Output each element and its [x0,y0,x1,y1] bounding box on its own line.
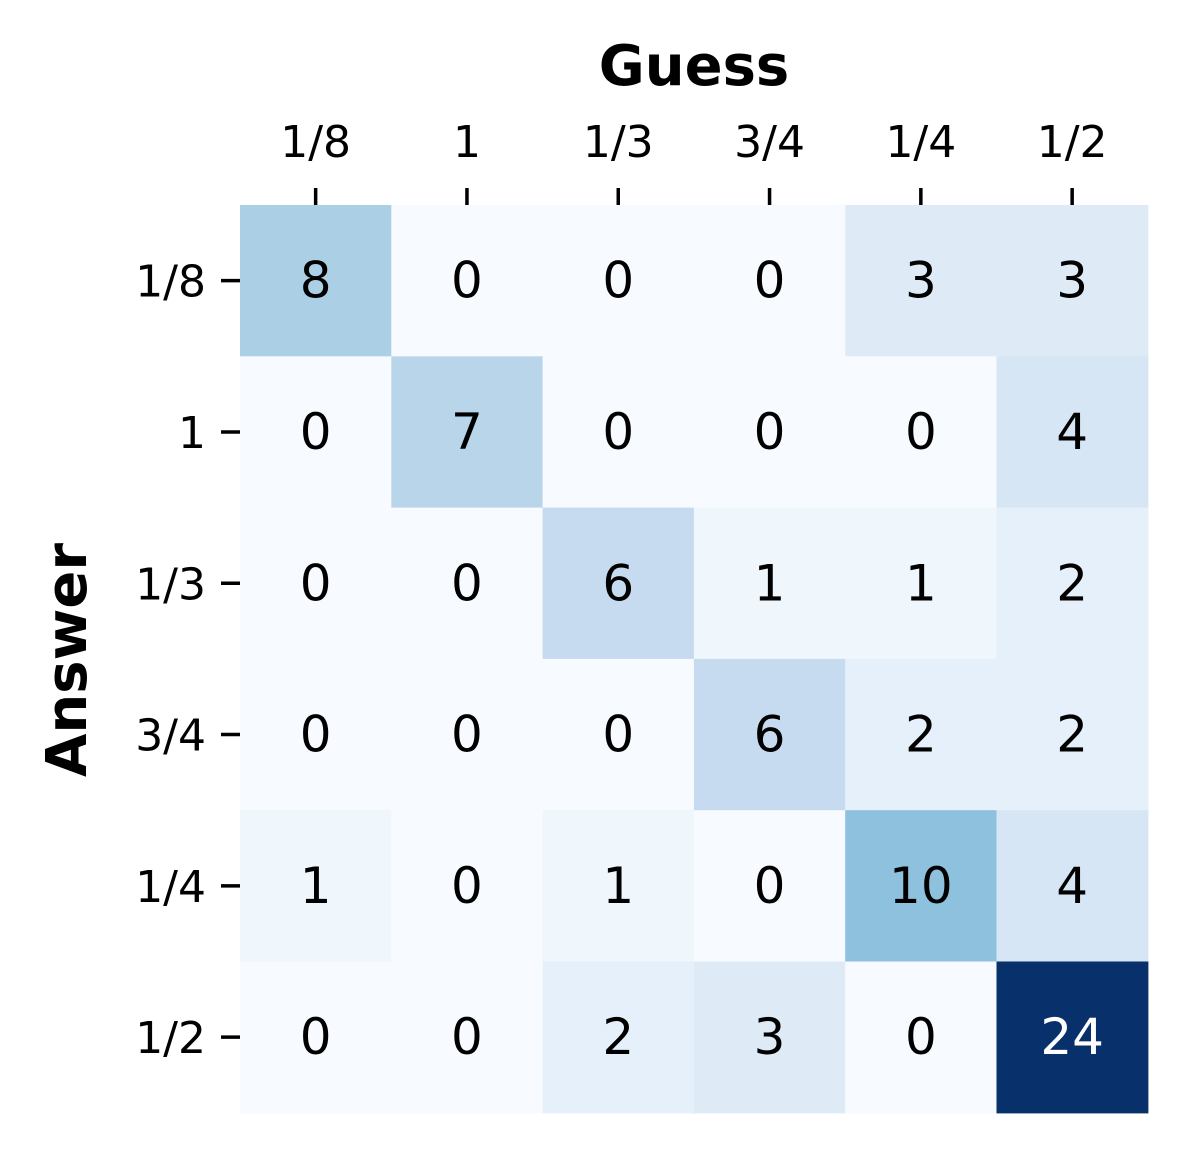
heatmap-cell [240,205,392,357]
x-tick-label: 1/8 [280,117,351,168]
heatmap-cell [391,658,544,811]
cell-value-label: 2 [1056,554,1088,612]
cell-value-label: 4 [1056,403,1088,461]
heatmap-cell [391,810,544,963]
heatmap-cell [391,205,544,357]
heatmap-cell [391,961,544,1114]
cell-value-label: 0 [451,252,483,310]
cell-value-label: 0 [905,403,937,461]
heatmap-cell [845,356,998,509]
cell-value-label: 1 [300,857,332,915]
heatmap-cell [996,507,1149,660]
cell-value-label: 1 [905,554,937,612]
cell-value-label: 0 [905,1008,937,1066]
heatmap-cell [693,356,846,509]
heatmap-cell [996,810,1149,963]
heatmap-cell [240,507,392,660]
heatmap-cell [996,356,1149,509]
cell-value-label: 3 [1056,252,1088,310]
heatmap-cell [240,658,392,811]
heatmap-cell [240,810,392,963]
cell-value-label: 0 [300,1008,332,1066]
heatmap-cell [693,507,846,660]
heatmap-cell [391,356,544,509]
x-tick-label: 1 [453,117,481,168]
heatmap-cell [542,507,695,660]
x-axis-ticks: 1/8 1 1/3 3/4 1/4 1/2 [280,117,1108,205]
y-tick-label: 1/4 [135,862,206,913]
cell-value-label: 6 [602,554,634,612]
cell-value-label: 0 [754,857,786,915]
cell-value-label: 7 [451,403,483,461]
heatmap-cell [693,961,846,1114]
x-axis-title: Guess [599,34,789,99]
cell-value-label: 10 [889,857,953,915]
cell-value-label: 0 [451,706,483,764]
heatmap-cell [845,658,998,811]
y-tick-label: 1/8 [135,257,206,308]
heatmap-cell [845,810,998,963]
cell-value-label: 0 [602,252,634,310]
heatmap-cell [693,205,846,357]
y-axis-ticks: 1/8 1 1/3 3/4 1/4 1/2 [135,257,240,1064]
x-tick-label: 1/3 [583,117,654,168]
cell-value-label: 1 [754,554,786,612]
cell-value-label: 0 [451,1008,483,1066]
cell-value-label: 0 [300,554,332,612]
heatmap-cell [240,356,392,509]
y-axis-title: Answer [35,543,100,777]
cell-value-label: 6 [754,706,786,764]
cell-value-label: 4 [1056,857,1088,915]
cell-value-label: 2 [602,1008,634,1066]
cell-value-label: 0 [754,403,786,461]
heatmap-cell [693,658,846,811]
cell-value-label: 0 [451,554,483,612]
heatmap-cell [542,205,695,357]
y-tick-label: 1 [178,408,206,459]
cell-value-label: 0 [300,706,332,764]
heatmap-cell [996,961,1149,1114]
cell-value-label: 2 [905,706,937,764]
cell-value-label: 3 [754,1008,786,1066]
x-tick-label: 1/2 [1037,117,1108,168]
cell-value-label: 0 [451,857,483,915]
heatmap-cell [542,810,695,963]
heatmap-cell [845,205,998,357]
cell-value-label: 24 [1040,1008,1104,1066]
heatmap-cell [542,356,695,509]
heatmap-cell [391,507,544,660]
y-tick-label: 1/2 [135,1013,206,1064]
cell-value-label: 0 [754,252,786,310]
cell-value-label: 0 [300,403,332,461]
cell-value-label: 8 [300,252,332,310]
heatmap-cell [542,961,695,1114]
heatmap-cell [240,961,392,1114]
heatmap-cell [542,658,695,811]
heatmap-cell [996,205,1149,357]
cell-value-label: 1 [602,857,634,915]
heatmap-cell [845,507,998,660]
cell-value-label: 2 [1056,706,1088,764]
x-tick-label: 1/4 [885,117,956,168]
y-tick-label: 3/4 [135,711,206,762]
heatmap-cells: 8 0 0 0 3 30 7 0 0 0 40 0 6 1 1 20 0 0 6 2 21 0 1 0 10 40 0 2 3 0 24 [240,205,1149,1114]
heatmap-cell [845,961,998,1114]
x-tick-label: 3/4 [734,117,805,168]
cell-value-label: 0 [602,403,634,461]
cell-value-label: 3 [905,252,937,310]
heatmap-cell [693,810,846,963]
heatmap-cell [996,658,1149,811]
y-tick-label: 1/3 [135,559,206,610]
cell-value-label: 0 [602,706,634,764]
